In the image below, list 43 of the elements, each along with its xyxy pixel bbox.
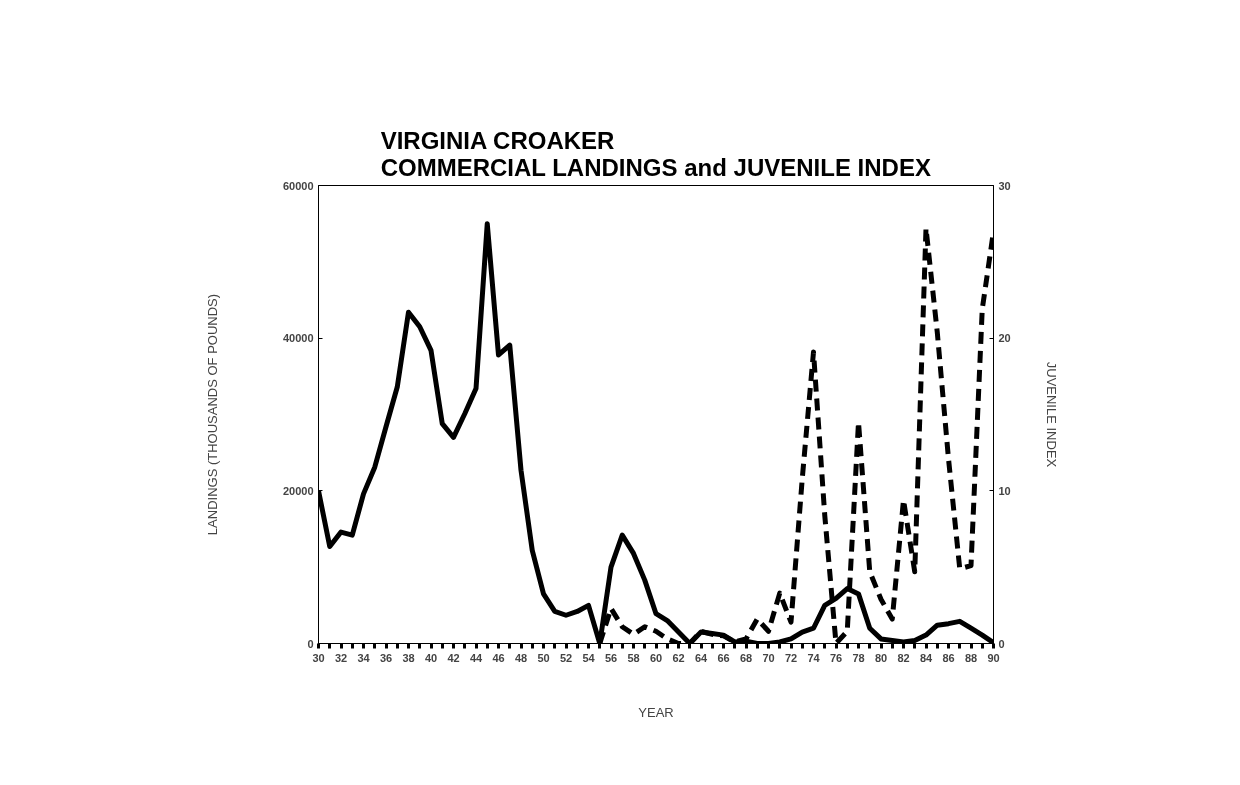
y2-tick-label: 0 bbox=[998, 637, 1005, 650]
x-tick-label: 74 bbox=[807, 651, 821, 664]
x-tick-label: 40 bbox=[424, 651, 438, 664]
x-tick-label: 42 bbox=[447, 651, 460, 664]
x-tick-label: 34 bbox=[357, 651, 371, 664]
x-tick-label: 60 bbox=[649, 651, 663, 664]
x-tick-label: 66 bbox=[717, 651, 730, 664]
x-tick-label: 86 bbox=[942, 651, 955, 664]
x-tick-label: 76 bbox=[829, 651, 843, 664]
x-tick-label: 58 bbox=[627, 651, 640, 664]
x-tick-label: 78 bbox=[852, 651, 865, 664]
x-tick-label: 88 bbox=[964, 651, 978, 664]
x-tick-label: 80 bbox=[874, 651, 888, 664]
x-tick-label: 64 bbox=[694, 651, 708, 664]
x-tick-label: 62 bbox=[672, 651, 685, 664]
x-tick-label: 56 bbox=[604, 651, 618, 664]
x-tick-label: 32 bbox=[334, 651, 348, 664]
y-axis-title: LANDINGS (THOUSANDS OF POUNDS) bbox=[204, 293, 220, 536]
y-tick-label: 20000 bbox=[282, 484, 314, 497]
x-tick-label: 72 bbox=[784, 651, 798, 664]
y2-tick-label: 30 bbox=[998, 179, 1011, 192]
x-tick-label: 48 bbox=[514, 651, 528, 664]
y2-tick-label: 20 bbox=[998, 332, 1011, 345]
y-tick-label: 40000 bbox=[282, 332, 314, 345]
x-tick-label: 50 bbox=[537, 651, 550, 664]
x-tick-label: 70 bbox=[762, 651, 775, 664]
x-tick-label: 52 bbox=[559, 651, 573, 664]
x-tick-label: 68 bbox=[739, 651, 753, 664]
x-tick-label: 44 bbox=[469, 651, 483, 664]
x-axis-title: YEAR bbox=[638, 704, 674, 720]
x-tick-label: 90 bbox=[987, 651, 1000, 664]
x-tick-label: 36 bbox=[379, 651, 393, 664]
y-tick-label: 60000 bbox=[282, 179, 314, 192]
y-tick-label: 0 bbox=[307, 637, 314, 650]
x-tick-label: 38 bbox=[402, 651, 415, 664]
x-tick-label: 84 bbox=[919, 651, 933, 664]
y2-tick-label: 10 bbox=[998, 484, 1011, 497]
x-tick-label: 46 bbox=[492, 651, 505, 664]
x-tick-label: 54 bbox=[582, 651, 596, 664]
x-tick-label: 30 bbox=[312, 651, 325, 664]
y2-axis-title: JUVENILE INDEX bbox=[1043, 361, 1059, 468]
chart-title: VIRGINIA CROAKER COMMERCIAL LANDINGS and JUVENILE INDEX bbox=[380, 126, 931, 181]
x-tick-label: 82 bbox=[897, 651, 910, 664]
